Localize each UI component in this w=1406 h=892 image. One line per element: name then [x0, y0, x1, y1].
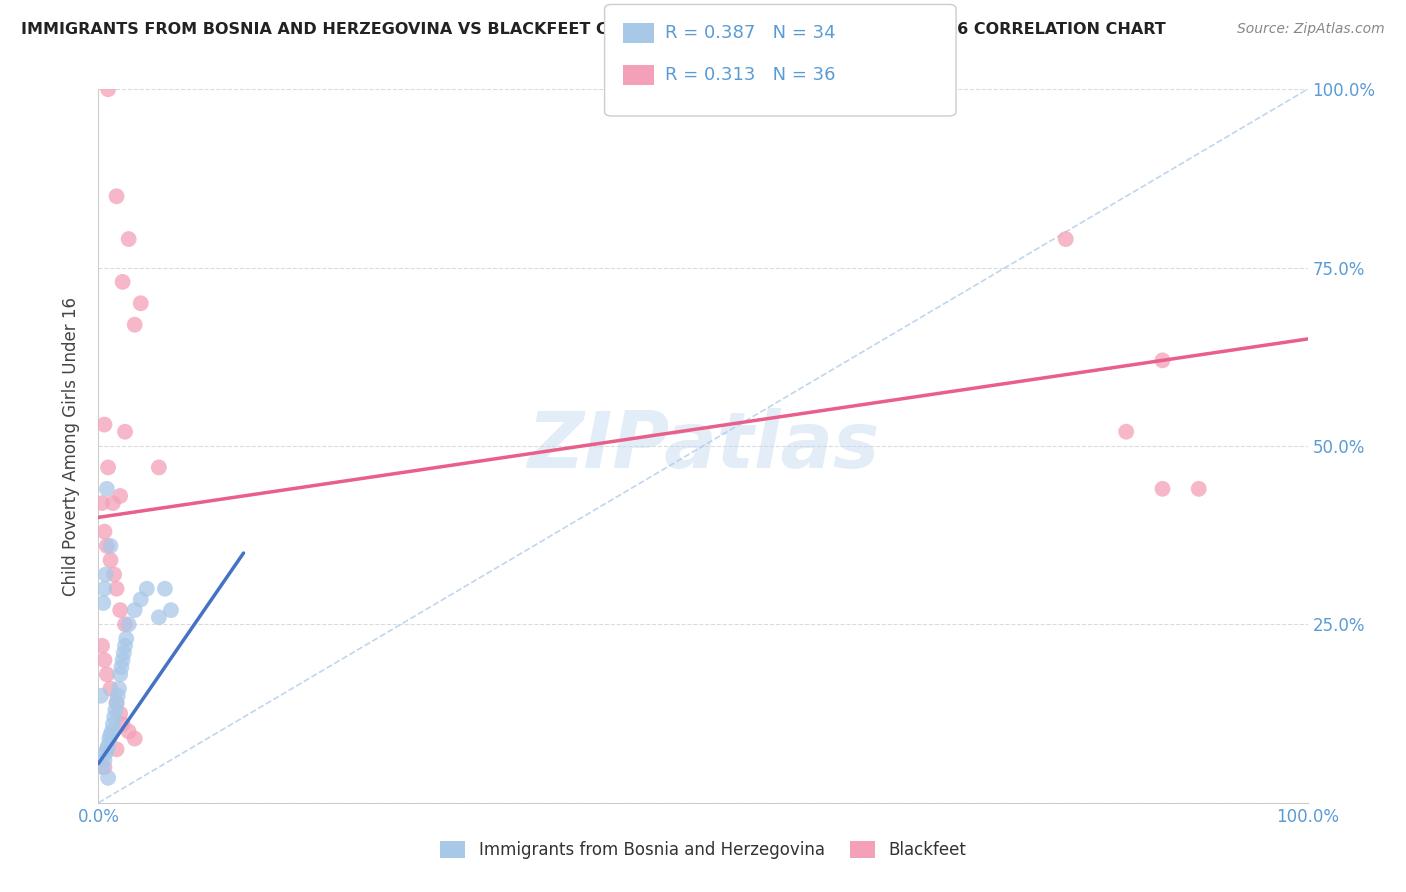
Point — [93, 524, 115, 539]
Point — [91, 760, 114, 774]
Point — [100, 681, 122, 696]
Point — [91, 639, 114, 653]
Point — [114, 425, 136, 439]
Legend: Immigrants from Bosnia and Herzegovina, Blackfeet: Immigrants from Bosnia and Herzegovina, … — [433, 834, 973, 866]
Point — [153, 582, 176, 596]
Point — [91, 596, 114, 610]
Point — [107, 689, 129, 703]
Point — [101, 717, 124, 731]
Point — [110, 660, 132, 674]
Text: IMMIGRANTS FROM BOSNIA AND HERZEGOVINA VS BLACKFEET CHILD POVERTY AMONG GIRLS UN: IMMIGRANTS FROM BOSNIA AND HERZEGOVINA V… — [21, 22, 1166, 37]
Point — [111, 653, 134, 667]
Point — [101, 496, 124, 510]
Point — [105, 696, 128, 710]
Text: R = 0.387   N = 34: R = 0.387 N = 34 — [665, 24, 835, 42]
Point — [93, 760, 115, 774]
Point — [91, 496, 114, 510]
Point — [90, 689, 112, 703]
Point — [105, 582, 128, 596]
Point — [112, 646, 135, 660]
Point — [93, 417, 115, 432]
Point — [103, 567, 125, 582]
Point — [100, 724, 122, 739]
Point — [1054, 232, 1077, 246]
Point — [114, 617, 136, 632]
Point — [118, 232, 141, 246]
Point — [129, 592, 152, 607]
Point — [97, 739, 120, 753]
Point — [108, 667, 131, 681]
Point — [93, 582, 115, 596]
Point — [1115, 425, 1137, 439]
Point — [97, 460, 120, 475]
Point — [96, 482, 118, 496]
Point — [105, 742, 128, 756]
Point — [97, 771, 120, 785]
Point — [124, 603, 146, 617]
Text: ZIPatlas: ZIPatlas — [527, 408, 879, 484]
Point — [96, 742, 118, 756]
Point — [1152, 353, 1174, 368]
Point — [111, 717, 134, 731]
Point — [108, 603, 131, 617]
Point — [124, 731, 146, 746]
Point — [148, 460, 170, 475]
Point — [98, 731, 121, 746]
Point — [124, 318, 146, 332]
Text: R = 0.313   N = 36: R = 0.313 N = 36 — [665, 66, 835, 84]
Point — [100, 539, 122, 553]
Point — [105, 189, 128, 203]
Point — [1152, 482, 1174, 496]
Point — [1188, 482, 1211, 496]
Point — [93, 653, 115, 667]
Point — [108, 706, 131, 721]
Point — [104, 703, 127, 717]
Point — [100, 728, 122, 742]
Point — [100, 553, 122, 567]
Point — [108, 489, 131, 503]
Point — [148, 610, 170, 624]
Point — [160, 603, 183, 617]
Point — [129, 296, 152, 310]
Point — [93, 753, 115, 767]
Point — [111, 275, 134, 289]
Point — [94, 746, 117, 760]
Point — [105, 696, 128, 710]
Point — [115, 632, 138, 646]
Point — [96, 667, 118, 681]
Point — [94, 567, 117, 582]
Point — [135, 582, 157, 596]
Point — [108, 681, 131, 696]
Point — [114, 639, 136, 653]
Point — [96, 539, 118, 553]
Y-axis label: Child Poverty Among Girls Under 16: Child Poverty Among Girls Under 16 — [62, 296, 80, 596]
Point — [118, 724, 141, 739]
Point — [97, 82, 120, 96]
Text: Source: ZipAtlas.com: Source: ZipAtlas.com — [1237, 22, 1385, 37]
Point — [118, 617, 141, 632]
Point — [103, 710, 125, 724]
